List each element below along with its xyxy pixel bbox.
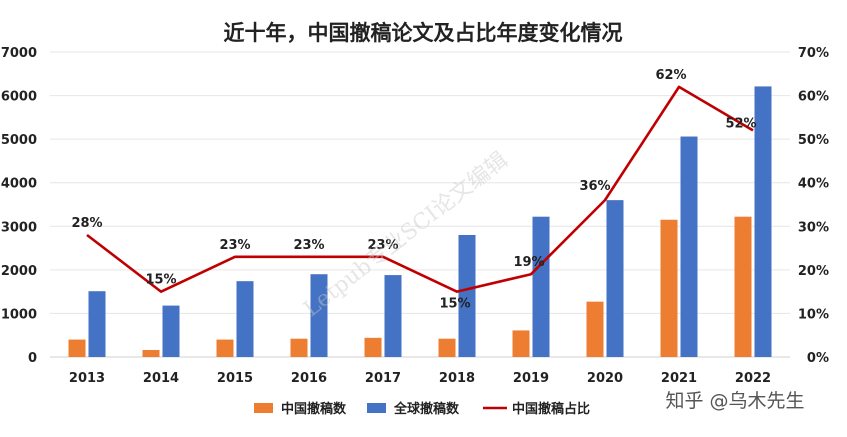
y-right-tick-label: 30% [798, 220, 829, 235]
ratio-data-label: 28% [71, 216, 102, 231]
y-right-tick-label: 20% [798, 264, 829, 279]
bar-china [142, 350, 160, 357]
y-right-tick-label: 60% [798, 90, 829, 105]
brand-watermark: 知乎 @乌木先生 [665, 390, 804, 412]
ratio-line: 28% 15% 23% 23% 23% 15% 19% 36% 62% 52% [71, 68, 756, 312]
x-tick-label: 2014 [143, 371, 179, 386]
y-right-tick-label: 10% [798, 307, 829, 322]
y-right-tick-label: 0% [807, 351, 829, 366]
ratio-data-label: 52% [725, 116, 756, 131]
watermark: Letpub专业SCI论文编辑 [299, 148, 513, 322]
y-left-tick-label: 6000 [1, 90, 37, 105]
bar-china [734, 216, 752, 357]
bar-china [586, 301, 604, 357]
legend-label: 全球撤稿数 [393, 401, 460, 417]
bar-global [162, 305, 180, 357]
x-tick-label: 2022 [735, 371, 771, 386]
ratio-data-label: 23% [293, 238, 324, 253]
bar-global [310, 274, 328, 357]
ratio-data-label: 23% [367, 238, 398, 253]
grid-lines [50, 51, 790, 358]
x-tick-label: 2017 [365, 371, 401, 386]
ratio-data-label: 15% [145, 273, 176, 288]
ratio-data-label: 15% [439, 297, 470, 312]
chart-title: 近十年，中国撤稿论文及占比年度变化情况 [224, 21, 623, 45]
ratio-data-label: 36% [579, 179, 610, 194]
x-tick-label: 2019 [513, 371, 549, 386]
bar-china [660, 219, 678, 357]
x-tick-label: 2020 [587, 371, 623, 386]
x-axis: 2013 2014 2015 2016 2017 2018 2019 2020 2021 2022 [69, 371, 771, 386]
x-tick-label: 2018 [439, 371, 475, 386]
bar-global [236, 281, 254, 357]
bar-global [680, 136, 698, 357]
bar-china [68, 339, 86, 357]
bar-global [532, 216, 550, 357]
ratio-data-label: 62% [655, 68, 686, 83]
legend-swatch [254, 403, 273, 413]
y-left-tick-label: 7000 [1, 46, 37, 61]
y-left-tick-label: 4000 [1, 177, 37, 192]
y-left-tick-label: 1000 [1, 307, 37, 322]
y-left-tick-label: 3000 [1, 220, 37, 235]
y-right-tick-label: 40% [798, 177, 829, 192]
ratio-data-label: 19% [513, 255, 544, 270]
y-right-tick-label: 70% [798, 46, 829, 61]
bars [68, 86, 772, 358]
x-tick-label: 2015 [217, 371, 253, 386]
bar-china [364, 337, 382, 357]
y-right-tick-label: 50% [798, 133, 829, 148]
bar-global [88, 291, 106, 357]
bar-global [754, 86, 772, 358]
y-axis-right: 0% 10% 20% 30% 40% 50% 60% 70% [798, 46, 829, 366]
bar-global [384, 275, 402, 357]
x-tick-label: 2016 [291, 371, 327, 386]
ratio-data-label: 23% [219, 238, 250, 253]
legend-swatch [367, 403, 386, 413]
y-left-tick-label: 2000 [1, 264, 37, 279]
bar-global [458, 235, 476, 357]
legend-label: 中国撤稿占比 [512, 401, 590, 417]
bar-global [606, 200, 624, 357]
bar-china [216, 339, 234, 357]
bar-china [512, 330, 530, 357]
x-tick-label: 2021 [661, 371, 697, 386]
y-axis-left: 0 1000 2000 3000 4000 5000 6000 7000 [1, 46, 37, 366]
ratio-line-path [86, 85, 754, 293]
bar-china [290, 338, 308, 357]
legend-label: 中国撤稿数 [281, 401, 347, 417]
x-tick-label: 2013 [69, 371, 105, 386]
y-left-tick-label: 0 [28, 351, 37, 366]
legend: 中国撤稿数 全球撤稿数 中国撤稿占比 [254, 401, 590, 417]
bar-china [438, 338, 456, 357]
y-left-tick-label: 5000 [1, 133, 37, 148]
